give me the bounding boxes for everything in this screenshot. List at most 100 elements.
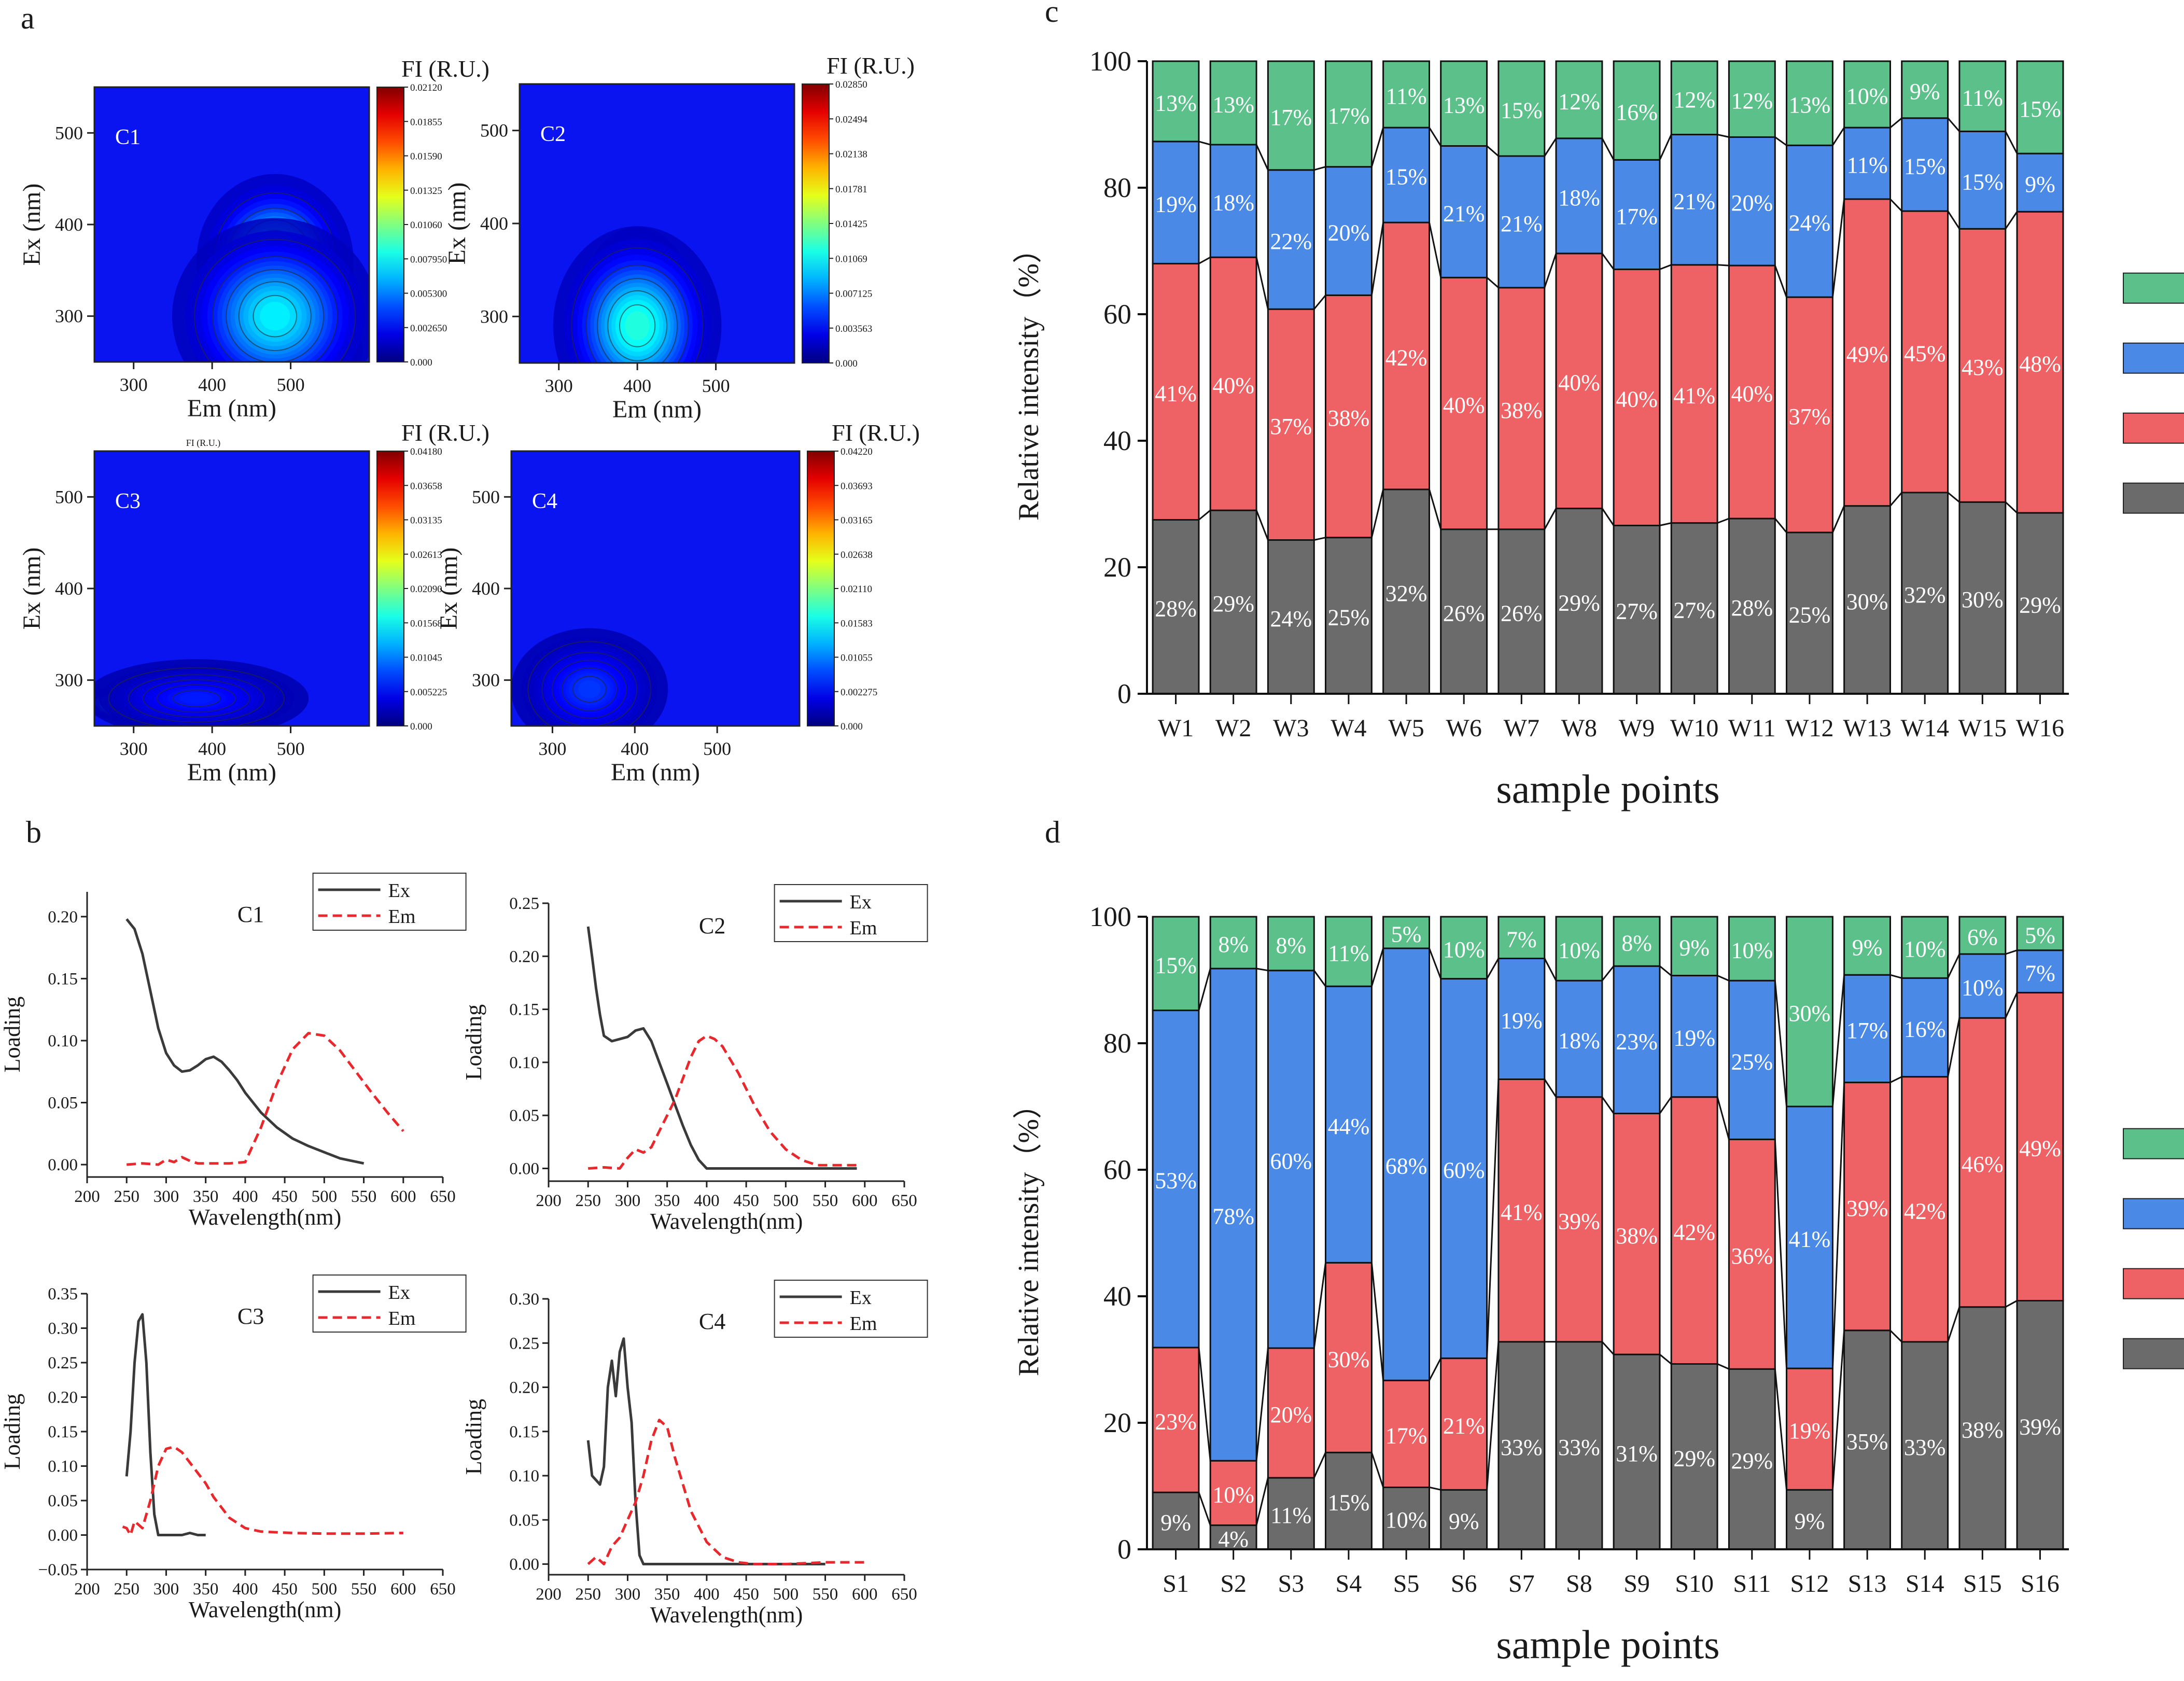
data-label-c4: 10% [1846, 83, 1888, 109]
data-label-c4: 12% [1558, 89, 1600, 114]
y-tick-label: 0.15 [509, 1001, 539, 1019]
bar-segment-c4 [1497, 60, 1546, 157]
bar-segment-c1 [1382, 488, 1431, 695]
x-axis-label: Em (nm) [187, 759, 276, 786]
data-label-c2: 40% [1443, 393, 1485, 418]
bar-segment-c4 [1843, 916, 1892, 976]
data-label-c3: 19% [1673, 1026, 1715, 1051]
x-tick-label: 650 [430, 1580, 456, 1599]
connector-line [2005, 992, 2018, 1018]
component-label: C1 [237, 902, 264, 927]
data-label-c2: 37% [1789, 404, 1831, 429]
data-label-c2: 41% [1155, 381, 1197, 407]
x-tick-label: S14 [1906, 1570, 1944, 1598]
data-label-c4: 11% [1962, 86, 2003, 111]
data-label-c1: 38% [1962, 1417, 2004, 1442]
data-label-c1: 26% [1443, 600, 1485, 626]
y-tick-label: 0.10 [48, 1458, 78, 1476]
x-tick-label: S13 [1848, 1570, 1887, 1598]
x-tick-label: 300 [120, 374, 148, 395]
colorbar-tick-label: 0.02850 [835, 79, 867, 90]
loading-plot-c2: 200 250 300 350 400 450 500 550 600 650 0.00 0.05 0.… [461, 884, 928, 1234]
connector-line [1313, 970, 1326, 987]
data-label-c3: 24% [1789, 211, 1831, 236]
data-label-c4: 8% [1276, 933, 1306, 958]
bar-segment-c4 [1382, 60, 1431, 129]
y-tick-label: 0.05 [48, 1094, 78, 1113]
y-tick-label: 60 [1103, 299, 1131, 330]
y-tick-label: 40 [1103, 425, 1131, 456]
connector-line [1831, 1330, 1845, 1490]
data-label-c4: 17% [1270, 105, 1312, 130]
y-tick-label: 300 [480, 306, 508, 327]
y-tick-label: 0.20 [48, 1389, 78, 1407]
series-line-em [588, 1034, 857, 1170]
connector-line [1486, 958, 1500, 979]
bar-segment-c2 [1497, 1078, 1546, 1343]
x-tick-label: W6 [1446, 715, 1482, 742]
bar-segment-c3 [1613, 159, 1661, 270]
bar-segment-c2 [1267, 308, 1315, 541]
connector-line [1429, 948, 1442, 979]
colorbar [376, 451, 404, 726]
connector-line [1717, 975, 1729, 982]
legend-box [774, 884, 928, 942]
x-tick-label: 350 [654, 1585, 680, 1604]
data-label-c2: 30% [1328, 1347, 1370, 1372]
data-label-c3: 20% [1328, 220, 1370, 246]
data-label-c2: 49% [2019, 1136, 2061, 1161]
bar-segment-c2 [1843, 198, 1892, 507]
component-label: C2 [699, 913, 725, 938]
data-label-c3: 15% [1385, 164, 1427, 190]
connector-line [1429, 1486, 1441, 1491]
bar-segment-c3 [1497, 155, 1546, 289]
bar-segment-c3 [1152, 141, 1200, 264]
connector-line [1947, 1017, 1961, 1077]
x-tick-label: 350 [193, 1187, 219, 1206]
data-label-c3: 60% [1270, 1148, 1312, 1174]
data-label-c3: 21% [1673, 189, 1715, 214]
bar-segment-c2 [1901, 210, 1949, 494]
connector-line [1198, 510, 1211, 521]
data-label-c3: 10% [1962, 975, 2004, 1001]
connector-line [1544, 137, 1557, 157]
connector-line [1313, 537, 1326, 541]
bar-segment-c3 [1843, 974, 1892, 1084]
data-label-c1: 4% [1218, 1526, 1249, 1552]
data-label-c1: 29% [1731, 1448, 1773, 1474]
colorbar-tick-label: 0.002275 [841, 687, 877, 698]
data-label-c3: 18% [1558, 1028, 1600, 1054]
y-tick-label: 0 [1117, 678, 1131, 709]
x-tick-label: 200 [74, 1580, 100, 1599]
x-tick-label: S12 [1790, 1570, 1829, 1598]
x-tick-label: W9 [1619, 715, 1655, 742]
x-tick-label: 500 [702, 375, 730, 396]
connector-line [2005, 131, 2018, 154]
data-label-c1: 25% [1328, 605, 1370, 630]
bar-segment-c2 [1958, 1017, 2007, 1308]
connector-line [1198, 1492, 1211, 1526]
connector-line [1198, 1347, 1211, 1461]
y-tick-label: 0.00 [48, 1156, 78, 1174]
data-label-c3: 23% [1616, 1029, 1658, 1054]
y-tick-label: 0.25 [48, 1354, 78, 1372]
bar-segment-c1 [1728, 517, 1776, 695]
bar-segment-c4 [1901, 916, 1949, 979]
connector-line [1889, 1076, 1902, 1083]
data-label-c2: 37% [1270, 414, 1312, 439]
data-label-c1: 29% [1558, 590, 1600, 615]
x-tick-label: S10 [1675, 1570, 1714, 1598]
colorbar-tick-label: 0.02090 [410, 584, 442, 595]
stacked-bar-chart-d: 9% 23% 53% 15% S1 4% 10% 78% 8% S2 11% 20% 60% 8% S3 15… [1013, 901, 2184, 1667]
bar-segment-c2 [1209, 256, 1257, 511]
colorbar-tick-label: 0.04220 [841, 446, 873, 457]
eem-component-label: C3 [115, 489, 141, 513]
x-tick-label: 500 [312, 1580, 338, 1599]
bar-segment-c2 [1613, 268, 1661, 527]
colorbar-tick-label: 0.02638 [841, 550, 873, 561]
x-tick-label: 600 [390, 1580, 416, 1599]
x-tick-label: W4 [1331, 715, 1366, 742]
legend-label: Ex [850, 891, 872, 913]
y-tick-label: 0.30 [509, 1290, 539, 1309]
x-axis-label: sample points [1496, 766, 1719, 811]
